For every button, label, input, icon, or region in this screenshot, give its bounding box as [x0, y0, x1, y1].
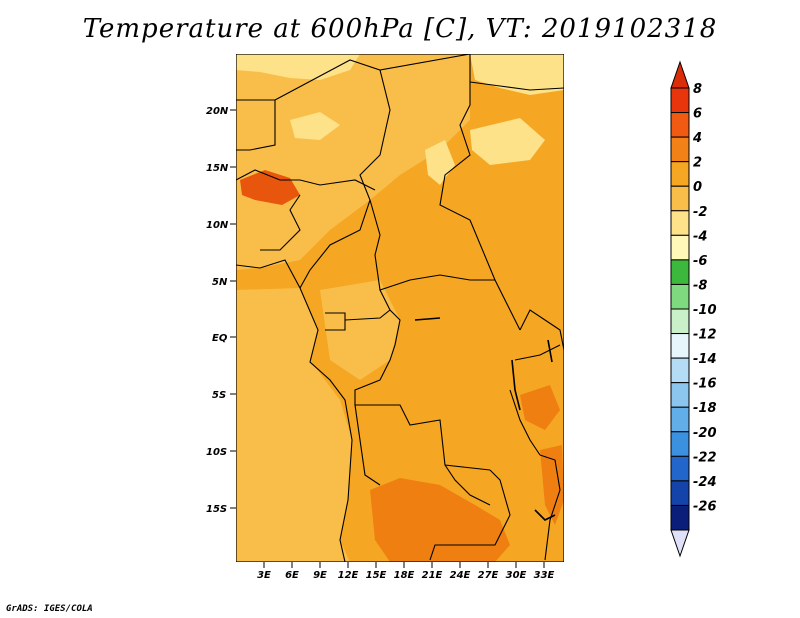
colorbar-cell	[670, 234, 690, 261]
lat-label: 5N	[212, 277, 228, 288]
colorbar-cell	[670, 185, 690, 212]
colorbar-cell	[670, 161, 690, 187]
lat-label: 10N	[206, 220, 229, 231]
colorbar-label: 0	[693, 180, 702, 195]
lat-label: 5S	[212, 390, 226, 401]
colorbar-cell	[670, 136, 690, 163]
colorbar-cell	[670, 210, 690, 236]
field-atlantic	[236, 288, 352, 562]
field-warm-south	[370, 478, 510, 562]
colorbar-cell	[670, 455, 690, 482]
country-borders	[236, 54, 564, 562]
lat-label: 15S	[206, 504, 227, 515]
field-warm-patch	[520, 385, 560, 430]
colorbar-label: -26	[693, 499, 717, 514]
colorbar-label: -4	[693, 229, 707, 244]
colorbar-label: -2	[693, 205, 707, 220]
lat-label: 20N	[206, 106, 229, 117]
colorbar-label: -12	[693, 328, 717, 343]
colorbar-label: -14	[693, 352, 717, 367]
field-north	[236, 54, 470, 270]
lat-label: 10S	[206, 447, 227, 458]
lon-label: 6E	[285, 570, 299, 581]
field-pale-patch	[470, 118, 545, 165]
colorbar-label: 8	[693, 82, 702, 97]
lon-label: 33E	[534, 570, 555, 581]
colorbar-cell	[670, 406, 690, 433]
field-pale-patch	[290, 112, 340, 140]
lon-axis: 3E 6E 9E 12E 15E 18E 21E 24E 27E 30E 33E	[257, 562, 555, 581]
lakes	[414, 317, 556, 521]
colorbar-cell	[670, 87, 690, 114]
lat-label: 15N	[206, 163, 229, 174]
colorbar-cell	[670, 431, 690, 457]
field-pale-patch	[425, 140, 455, 185]
lon-label: 15E	[366, 570, 387, 581]
colorbar-label: 6	[693, 107, 702, 122]
colorbar-under-arrow	[670, 529, 690, 558]
grads-credit: GrADS: IGES/COLA	[6, 604, 93, 614]
colorbar-cell	[670, 382, 690, 408]
lon-label: 27E	[478, 570, 499, 581]
lat-axis: 20N 15N 10N 5N EQ 5S 10S 15S	[206, 106, 236, 515]
temperature-field	[236, 54, 564, 562]
colorbar: 8 6 4 2 0 -2 -4 -6 -8 -10 -12 -14 -16 -18 -20 -22 -24 -26	[670, 60, 717, 558]
colorbar-label: -20	[693, 426, 717, 441]
colorbar-label: -6	[693, 254, 707, 269]
colorbar-label: 4	[692, 131, 702, 146]
colorbar-label: 2	[693, 156, 702, 171]
colorbar-cell	[670, 333, 690, 359]
lat-label: EQ	[212, 333, 228, 344]
colorbar-over-arrow	[670, 60, 690, 89]
colorbar-label: -16	[693, 377, 717, 392]
field-warm-east	[540, 445, 564, 525]
colorbar-label: -10	[693, 303, 717, 318]
colorbar-label: -22	[693, 450, 717, 465]
colorbar-cell	[670, 112, 690, 138]
colorbar-cell	[670, 283, 690, 310]
field-hot-sahel	[240, 170, 300, 205]
colorbar-cells	[670, 87, 690, 531]
colorbar-label: -18	[693, 401, 717, 416]
colorbar-cell	[670, 357, 690, 384]
lon-label: 21E	[422, 570, 443, 581]
lon-label: 9E	[313, 570, 327, 581]
field-central-light	[320, 280, 400, 380]
field-pale-north	[236, 54, 360, 80]
colorbar-label: -8	[693, 278, 707, 293]
lon-label: 3E	[257, 570, 271, 581]
colorbar-label: -24	[693, 475, 717, 490]
colorbar-cell	[670, 504, 690, 531]
colorbar-cell	[670, 259, 690, 285]
lon-label: 24E	[450, 570, 471, 581]
colorbar-cell	[670, 480, 690, 506]
colorbar-labels: 8 6 4 2 0 -2 -4 -6 -8 -10 -12 -14 -16 -18 -20 -22 -24 -26	[692, 82, 717, 514]
chart-title: Temperature at 600hPa [C], VT: 201910231…	[82, 14, 718, 44]
lon-label: 30E	[506, 570, 527, 581]
lon-label: 18E	[394, 570, 415, 581]
lon-label: 12E	[338, 570, 359, 581]
colorbar-cell	[670, 308, 690, 335]
